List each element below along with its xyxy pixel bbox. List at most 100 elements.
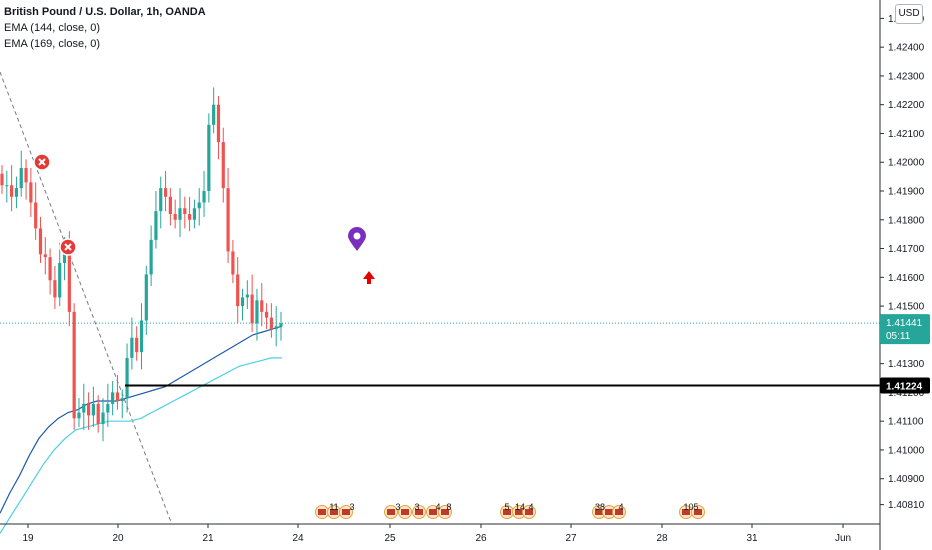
flag-icon-stripe — [595, 509, 603, 515]
flag-icon-stripe — [694, 509, 702, 515]
candle — [274, 306, 278, 347]
ema-144-path — [0, 325, 283, 514]
price-tick-label: 1.42000 — [888, 158, 925, 169]
event-count: 8 — [446, 502, 451, 512]
candle — [77, 398, 81, 427]
candle-body — [24, 167, 28, 183]
candle — [72, 303, 76, 430]
legend-ema-144[interactable]: EMA (144, close, 0) — [4, 22, 100, 34]
candle-body — [115, 392, 120, 402]
candle-body — [231, 251, 235, 275]
candle-body — [149, 239, 153, 275]
candle-body — [240, 297, 245, 307]
candle — [163, 170, 168, 212]
price-tick-label: 1.41100 — [888, 417, 924, 428]
event-group: 38 4 — [592, 502, 626, 519]
candle-body — [91, 403, 95, 416]
candle — [269, 303, 273, 338]
event-count: 3 — [395, 502, 400, 512]
candle-body — [62, 248, 67, 263]
current-price-tag — [880, 314, 930, 345]
candle-body — [279, 323, 283, 327]
candle-body — [197, 202, 201, 209]
candle — [279, 311, 283, 341]
candle — [255, 288, 259, 341]
candle-body — [106, 403, 110, 413]
price-labels: 1.41441 05:11 1.41224 — [880, 314, 930, 394]
candle-body — [130, 337, 134, 358]
ema-169-line — [0, 357, 282, 534]
candle — [120, 389, 124, 419]
candle-body — [264, 311, 269, 318]
flag-icon-stripe — [682, 509, 690, 515]
candle-body — [86, 403, 91, 416]
candle — [149, 225, 153, 286]
event-count: 3 — [349, 502, 354, 512]
time-tick-label: 19 — [22, 533, 34, 544]
price-tick-label: 1.41500 — [888, 302, 925, 313]
candle-body — [48, 257, 52, 281]
time-tick-label: 21 — [202, 533, 214, 544]
candle-body — [125, 357, 129, 399]
candle — [154, 191, 158, 249]
candle-body — [101, 412, 105, 425]
candle — [135, 326, 139, 361]
candle-body — [77, 412, 81, 419]
flag-icon-stripe — [605, 509, 613, 515]
flag-icon-stripe — [503, 509, 511, 515]
ema-169-path — [0, 357, 282, 534]
candle-body — [255, 300, 259, 324]
candle — [91, 386, 95, 427]
candle — [53, 265, 57, 309]
candle — [212, 87, 216, 134]
candle — [260, 283, 264, 327]
candlesticks — [0, 87, 283, 442]
candle-body — [10, 185, 14, 197]
candle-body — [221, 142, 225, 189]
candle-body — [144, 274, 148, 321]
candle — [202, 170, 206, 217]
flag-icon-stripe — [342, 509, 350, 515]
legend-ema-169[interactable]: EMA (169, close, 0) — [4, 38, 100, 50]
event-count: 4 — [528, 502, 533, 512]
level-price-label: 1.41224 — [886, 382, 923, 393]
current-price-label: 1.41441 — [886, 318, 923, 329]
price-tick-label: 1.41300 — [888, 359, 925, 370]
event-group: 11 3 — [315, 502, 355, 519]
diagonal-trendline — [0, 71, 172, 523]
candle — [5, 170, 9, 203]
candle — [19, 150, 23, 197]
candle — [144, 265, 148, 335]
event-group: 5 14 4 — [500, 502, 536, 519]
price-axis: 1.425001.424001.423001.422001.421001.420… — [879, 0, 925, 550]
candle — [10, 165, 14, 212]
time-tick-label: 25 — [384, 533, 396, 544]
currency-badge[interactable]: USD — [895, 4, 923, 24]
time-axis: 19 20 21 24 25 26 27 28 31 Jun — [0, 523, 880, 544]
up-arrow-icon — [363, 271, 375, 284]
candle-body — [82, 403, 86, 413]
candle-body — [212, 104, 216, 125]
trendline — [0, 71, 172, 523]
economic-events: 11 3 3 3 4 8 5 14 4 38 4 105 — [315, 502, 705, 519]
candle — [216, 96, 221, 160]
candle-body — [168, 196, 172, 215]
flag-icon-stripe — [401, 509, 409, 515]
candle-body — [58, 262, 62, 298]
candle-body — [72, 311, 76, 419]
event-group: 105 — [679, 502, 705, 519]
candle — [14, 176, 19, 209]
candle — [231, 239, 235, 284]
candle-body — [178, 208, 182, 220]
candle — [197, 188, 201, 226]
candle — [264, 303, 269, 330]
price-tick-label: 1.41900 — [888, 187, 925, 198]
location-pin-icon — [348, 227, 366, 251]
candle — [192, 199, 197, 229]
time-tick-label: 28 — [656, 533, 668, 544]
candle-body — [183, 208, 187, 215]
event-count: 105 — [683, 502, 698, 512]
close-x-icon-cross — [38, 158, 46, 166]
candle — [96, 395, 100, 433]
